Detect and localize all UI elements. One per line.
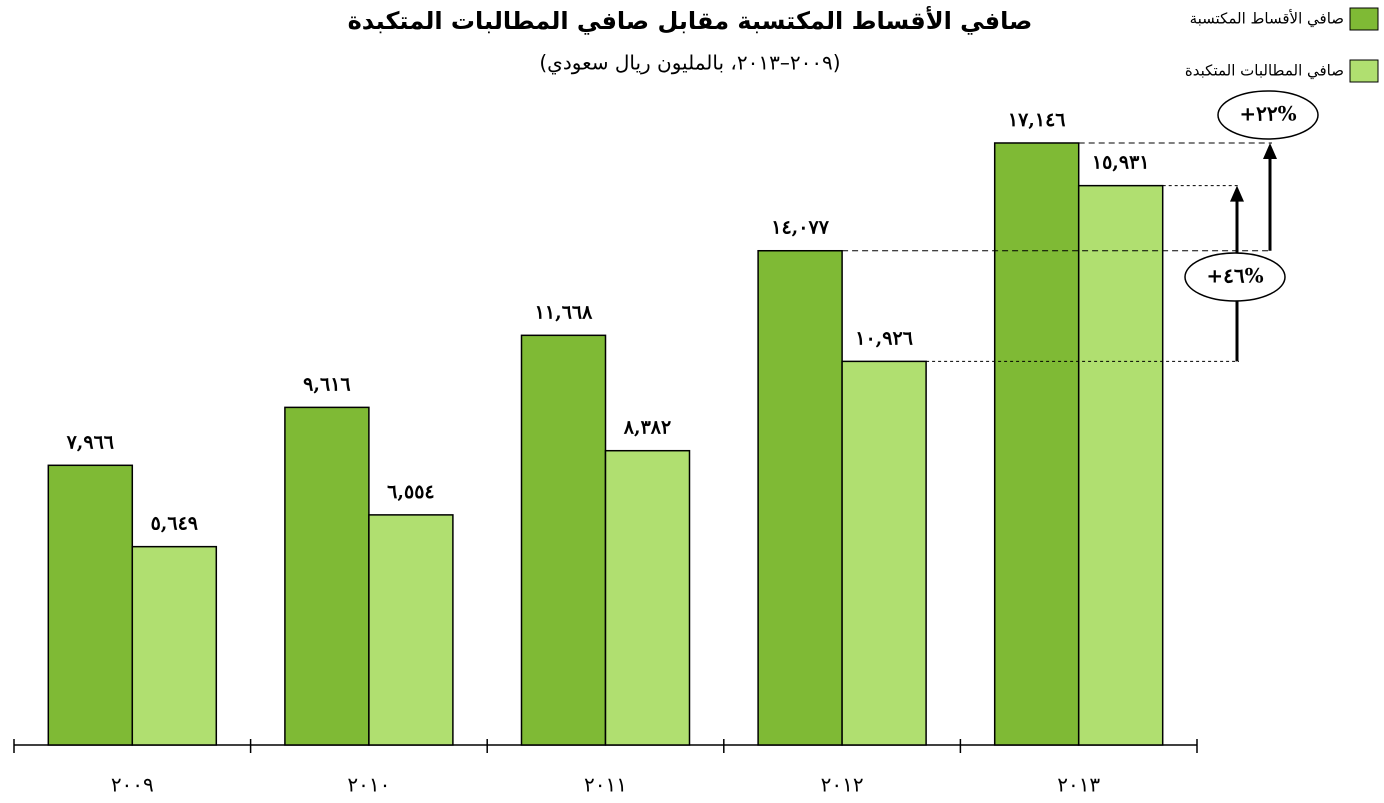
bar bbox=[993, 142, 1080, 746]
legend-swatch bbox=[1349, 59, 1379, 83]
value-label: ١٤,٠٧٧ bbox=[771, 217, 829, 239]
bar bbox=[520, 334, 607, 746]
value-label: ١٧,١٤٦ bbox=[1008, 109, 1066, 131]
annotation-ellipse bbox=[1184, 252, 1286, 302]
value-label: ٨,٣٨٢ bbox=[623, 417, 671, 439]
bar bbox=[284, 406, 370, 746]
bar bbox=[757, 249, 843, 746]
x-tick-label: ٢٠١٢ bbox=[821, 773, 864, 797]
annotation: +٤٦% bbox=[1206, 264, 1263, 288]
legend-label: صافي المطالبات المتكبدة bbox=[1185, 62, 1344, 81]
legend-label: صافي الأقساط المكتسبة bbox=[1190, 9, 1344, 29]
annotation: +٢٢% bbox=[1239, 102, 1296, 126]
annotation-ellipse bbox=[1217, 90, 1319, 140]
bar bbox=[604, 449, 691, 746]
chart-title: صافي الأقساط المكتسبة مقابل صافي المطالب… bbox=[348, 6, 1033, 35]
value-label: ٥,٦٤٩ bbox=[151, 513, 198, 535]
x-tick-label: ٢٠٠٩ bbox=[111, 773, 154, 797]
arrow-head bbox=[1230, 185, 1244, 202]
value-label: ٦,٥٥٤ bbox=[387, 481, 434, 503]
x-tick-label: ٢٠١٣ bbox=[1057, 773, 1100, 797]
value-label: ١٠,٩٢٦ bbox=[855, 327, 913, 349]
legend-swatch bbox=[1349, 7, 1379, 31]
value-label: ١١,٦٦٨ bbox=[535, 301, 593, 323]
chart-subtitle: (٢٠٠٩–٢٠١٣، بالمليون ريال سعودي) bbox=[539, 51, 840, 76]
bar bbox=[368, 514, 454, 746]
bar bbox=[1077, 184, 1164, 746]
bar bbox=[841, 360, 927, 746]
bar bbox=[131, 545, 218, 746]
arrow-head bbox=[1263, 142, 1277, 159]
x-tick-label: ٢٠١٠ bbox=[347, 773, 390, 797]
value-label: ١٥,٩٣١ bbox=[1092, 152, 1150, 174]
value-label: ٩,٦١٦ bbox=[303, 373, 350, 395]
value-label: ٧,٩٦٦ bbox=[66, 431, 114, 453]
x-tick-label: ٢٠١١ bbox=[584, 773, 627, 797]
bar bbox=[47, 464, 134, 746]
